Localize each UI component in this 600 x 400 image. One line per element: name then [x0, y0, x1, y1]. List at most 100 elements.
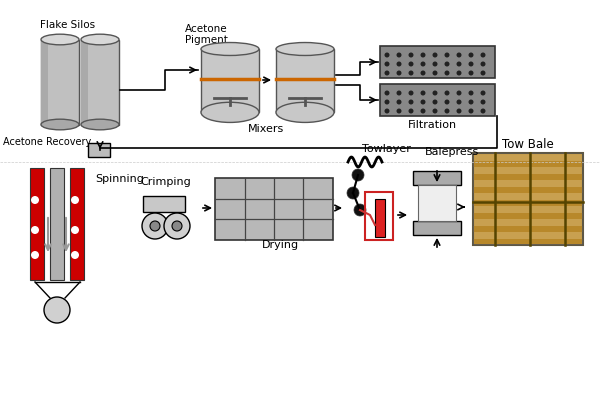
Bar [473, 161, 583, 167]
Text: Spinning: Spinning [95, 174, 144, 184]
Text: Filtration: Filtration [408, 120, 457, 130]
Bar [473, 153, 583, 245]
Text: Flake Silos: Flake Silos [40, 20, 95, 30]
Circle shape [71, 196, 79, 204]
Circle shape [409, 70, 413, 76]
Bar [473, 153, 583, 245]
Circle shape [385, 108, 389, 114]
Bar [375, 199, 385, 237]
Ellipse shape [81, 119, 119, 130]
Ellipse shape [276, 102, 334, 122]
Ellipse shape [276, 42, 334, 56]
Bar [473, 226, 583, 232]
Circle shape [469, 100, 473, 104]
Bar [413, 221, 461, 235]
Circle shape [433, 52, 437, 58]
Circle shape [469, 70, 473, 76]
Circle shape [481, 62, 485, 66]
Ellipse shape [41, 34, 79, 45]
Circle shape [31, 196, 39, 204]
Bar [81, 40, 88, 124]
Circle shape [409, 90, 413, 96]
Bar [413, 171, 461, 185]
Text: Pigment: Pigment [185, 35, 228, 45]
Circle shape [481, 52, 485, 58]
Circle shape [445, 100, 449, 104]
Bar [50, 168, 64, 280]
Bar [473, 174, 583, 180]
Circle shape [445, 108, 449, 114]
Circle shape [445, 52, 449, 58]
Text: Towlayer: Towlayer [362, 144, 411, 154]
Circle shape [409, 62, 413, 66]
Text: Crimping: Crimping [140, 177, 191, 187]
Circle shape [164, 213, 190, 239]
Circle shape [397, 62, 401, 66]
Bar [473, 187, 583, 193]
Circle shape [31, 226, 39, 234]
Bar [70, 168, 84, 280]
Bar [473, 213, 583, 219]
Circle shape [142, 213, 168, 239]
Bar [143, 196, 185, 212]
Circle shape [385, 62, 389, 66]
Circle shape [421, 90, 425, 96]
Bar [473, 239, 583, 245]
Circle shape [397, 90, 401, 96]
Circle shape [469, 62, 473, 66]
Circle shape [352, 169, 364, 181]
Circle shape [433, 100, 437, 104]
Bar [41, 40, 79, 124]
Circle shape [445, 62, 449, 66]
Circle shape [397, 70, 401, 76]
Circle shape [421, 52, 425, 58]
Circle shape [433, 70, 437, 76]
Circle shape [354, 204, 366, 216]
Bar [365, 192, 393, 240]
Ellipse shape [201, 102, 259, 122]
Circle shape [397, 108, 401, 114]
Bar [41, 40, 48, 124]
Text: Mixers: Mixers [248, 124, 284, 134]
Circle shape [457, 70, 461, 76]
Bar [215, 178, 333, 240]
Bar [88, 143, 110, 157]
Bar [30, 168, 44, 280]
Circle shape [385, 70, 389, 76]
Circle shape [433, 90, 437, 96]
Circle shape [172, 221, 182, 231]
Bar [380, 84, 495, 116]
Circle shape [469, 90, 473, 96]
Bar [473, 200, 583, 206]
Circle shape [457, 90, 461, 96]
Bar [418, 185, 456, 221]
Circle shape [44, 297, 70, 323]
Circle shape [397, 100, 401, 104]
Circle shape [409, 52, 413, 58]
Circle shape [421, 108, 425, 114]
Text: Balepress: Balepress [425, 147, 479, 157]
Circle shape [409, 108, 413, 114]
Text: Drying: Drying [262, 240, 299, 250]
Circle shape [457, 52, 461, 58]
Circle shape [385, 52, 389, 58]
Ellipse shape [81, 34, 119, 45]
Circle shape [397, 52, 401, 58]
Circle shape [445, 70, 449, 76]
Bar [81, 40, 119, 124]
Circle shape [385, 90, 389, 96]
Circle shape [481, 100, 485, 104]
Circle shape [150, 221, 160, 231]
Bar [201, 49, 259, 112]
Circle shape [433, 108, 437, 114]
Circle shape [421, 70, 425, 76]
Ellipse shape [41, 119, 79, 130]
Circle shape [31, 251, 39, 259]
Bar [380, 46, 495, 78]
Bar [276, 49, 334, 112]
Circle shape [457, 108, 461, 114]
Circle shape [457, 100, 461, 104]
Circle shape [457, 62, 461, 66]
Circle shape [469, 52, 473, 58]
Circle shape [481, 108, 485, 114]
